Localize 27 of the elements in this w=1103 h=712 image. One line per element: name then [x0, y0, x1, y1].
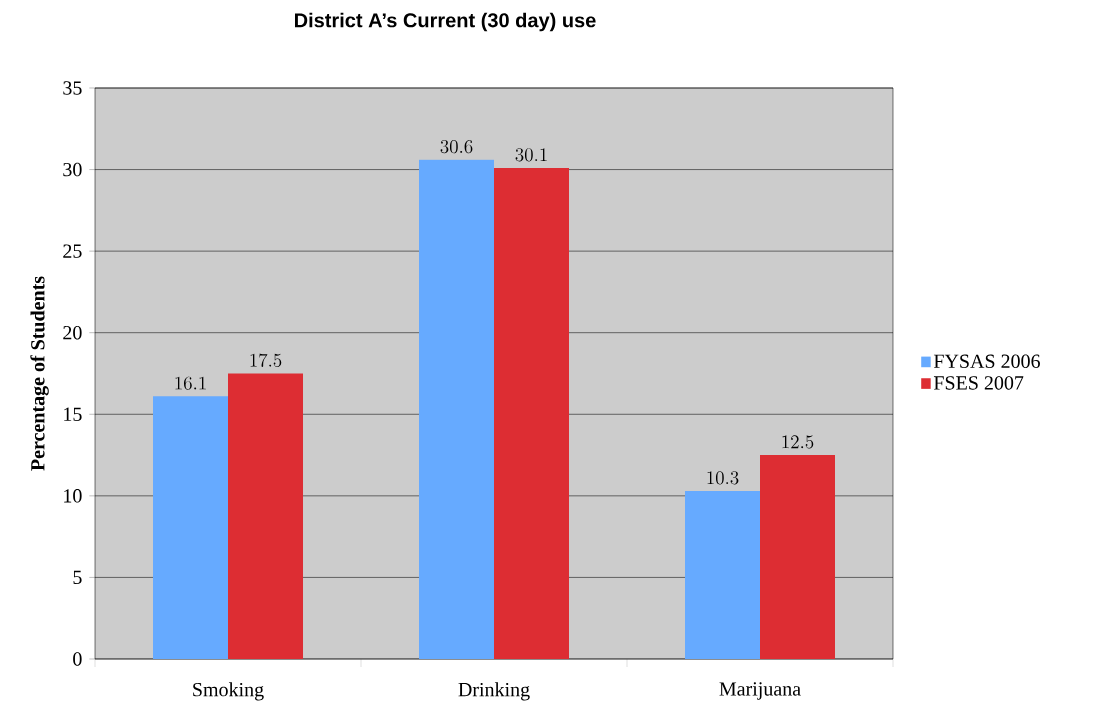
data-label: 17.5 — [250, 353, 282, 367]
y-tick-label: 20 — [63, 325, 82, 340]
y-tick-label: 0 — [73, 652, 82, 666]
bar — [494, 167, 570, 659]
bar — [153, 396, 229, 659]
chart-title: District A’s Current (30 day) use — [295, 12, 596, 32]
data-label: 10.3 — [707, 471, 739, 485]
data-label: 12.5 — [782, 435, 814, 449]
y-tick-label: 15 — [64, 407, 82, 421]
x-tick-label: Drinking — [458, 682, 530, 701]
y-tick-label: 5 — [73, 570, 82, 585]
bar — [685, 490, 760, 659]
legend-label: FYSAS 2006 — [933, 354, 1040, 369]
bar — [760, 455, 836, 659]
data-label: 16. 1 — [175, 376, 206, 390]
legend-label: FSES 2007 — [933, 376, 1024, 390]
bar — [228, 373, 303, 659]
x-tick-label: Marijuana — [719, 682, 801, 700]
bar — [419, 159, 494, 659]
y-tick-label: 35 — [63, 81, 82, 95]
y-tick-label: 30 — [63, 162, 82, 177]
data-label: 30.6 — [440, 140, 473, 154]
y-tick-label: 25 — [63, 244, 82, 258]
x-tick-label: Smoking — [193, 682, 264, 701]
y-tick-label: 10 — [64, 489, 82, 503]
data-label: 30. 1 — [515, 148, 547, 162]
y-axis-title: Percentage of Students — [30, 276, 49, 471]
